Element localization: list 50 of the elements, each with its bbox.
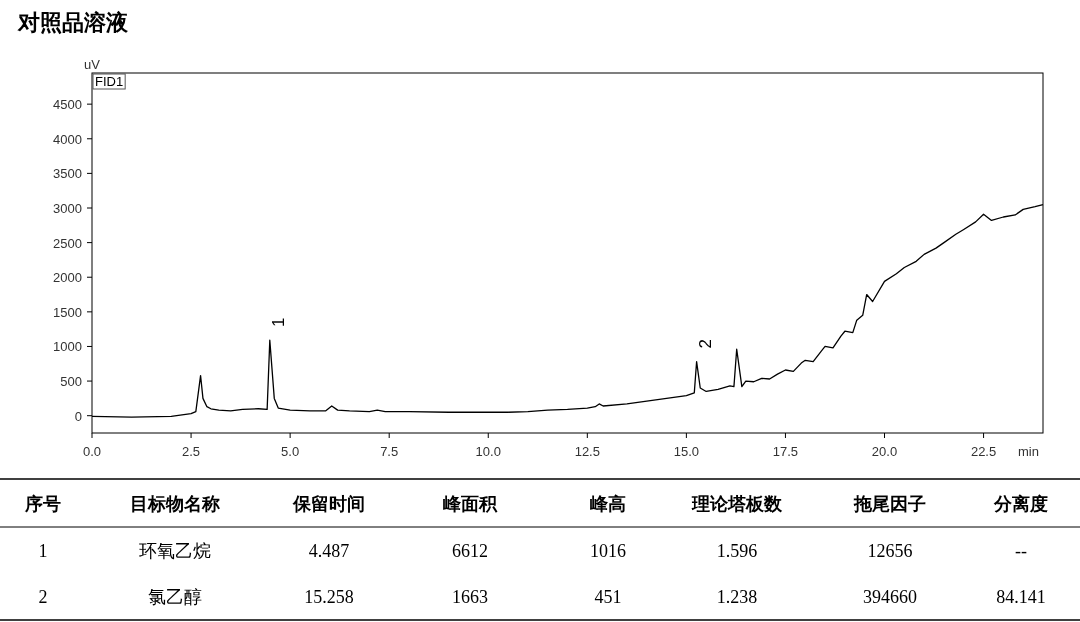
x-tick-label: 0.0	[82, 444, 102, 459]
text: --	[1015, 541, 1027, 561]
y-tick-label: 1500	[53, 304, 82, 320]
x-tick-label: 10.0	[475, 444, 501, 459]
y-tick-label: 0	[74, 408, 82, 424]
category-label: 分离度	[993, 494, 1048, 514]
x-tick-label: 15.0	[673, 444, 700, 459]
text: 1.596	[716, 541, 758, 561]
text: 84.141	[996, 587, 1046, 607]
category-label: 拖尾因子	[853, 494, 926, 514]
x-tick-label: 2.5	[182, 444, 201, 459]
y-tick-label: 500	[60, 374, 82, 390]
y-axis-title: uV	[84, 57, 101, 72]
category-label: 目标物名称	[130, 494, 220, 514]
x-tick-label: 5.0	[281, 444, 300, 459]
text: 394660	[863, 587, 917, 607]
x-tick-label: 12.5	[574, 444, 600, 459]
annotation: 1	[268, 317, 288, 327]
y-tick-label: 3500	[53, 166, 82, 182]
x-axis-title: min	[1018, 444, 1039, 459]
text: 环氧乙烷	[139, 541, 211, 561]
category-label: 理论塔板数	[691, 494, 783, 514]
text: 1.238	[716, 587, 758, 607]
x-tick-label: 22.5	[970, 444, 997, 459]
y-tick-label: 4000	[53, 131, 82, 147]
y-tick-label: 4500	[53, 97, 82, 113]
x-tick-label: 7.5	[380, 444, 399, 459]
y-tick-label: 2500	[53, 235, 82, 251]
text: 1663	[452, 587, 488, 607]
category-label: 序号	[24, 494, 61, 514]
text: 15.258	[304, 587, 354, 607]
y-tick-label: 3000	[53, 201, 82, 216]
text: 1	[38, 541, 48, 561]
text: 6612	[452, 541, 488, 561]
x-tick-label: 17.5	[772, 444, 799, 459]
category-label: 峰高	[590, 494, 626, 514]
annotation: 2	[695, 338, 715, 349]
category-label: 峰面积	[443, 494, 498, 514]
text: 氯乙醇	[148, 587, 202, 607]
text: 12656	[867, 541, 913, 561]
y-tick-label: 2000	[53, 270, 82, 286]
category-label: 保留时间	[292, 494, 365, 514]
y-tick-label: 1000	[53, 339, 82, 355]
text: 4.487	[308, 541, 350, 561]
text: 2	[38, 587, 48, 607]
text: 1016	[590, 541, 626, 561]
x-tick-label: 20.0	[871, 444, 898, 459]
annotation: FID1	[95, 74, 124, 89]
title: 对照品溶液	[18, 10, 128, 35]
text: 451	[594, 587, 622, 607]
